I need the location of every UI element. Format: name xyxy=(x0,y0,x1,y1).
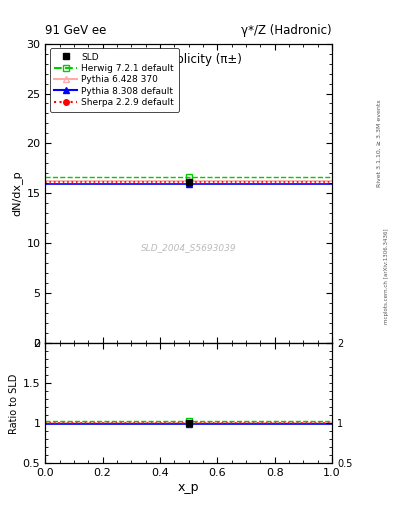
Text: mcplots.cern.ch [arXiv:1306.3436]: mcplots.cern.ch [arXiv:1306.3436] xyxy=(384,229,389,324)
Text: SLD_2004_S5693039: SLD_2004_S5693039 xyxy=(141,243,237,252)
X-axis label: x_p: x_p xyxy=(178,481,199,494)
Text: γ*/Z (Hadronic): γ*/Z (Hadronic) xyxy=(241,24,332,37)
Text: 91 GeV ee: 91 GeV ee xyxy=(45,24,107,37)
Text: π multiplicity (π±): π multiplicity (π±) xyxy=(135,53,242,66)
Text: Rivet 3.1.10, ≥ 3.3M events: Rivet 3.1.10, ≥ 3.3M events xyxy=(377,99,382,187)
Y-axis label: dN/dx_p: dN/dx_p xyxy=(11,170,22,216)
Legend: SLD, Herwig 7.2.1 default, Pythia 6.428 370, Pythia 8.308 default, Sherpa 2.2.9 : SLD, Herwig 7.2.1 default, Pythia 6.428 … xyxy=(50,48,178,112)
Y-axis label: Ratio to SLD: Ratio to SLD xyxy=(9,373,18,434)
